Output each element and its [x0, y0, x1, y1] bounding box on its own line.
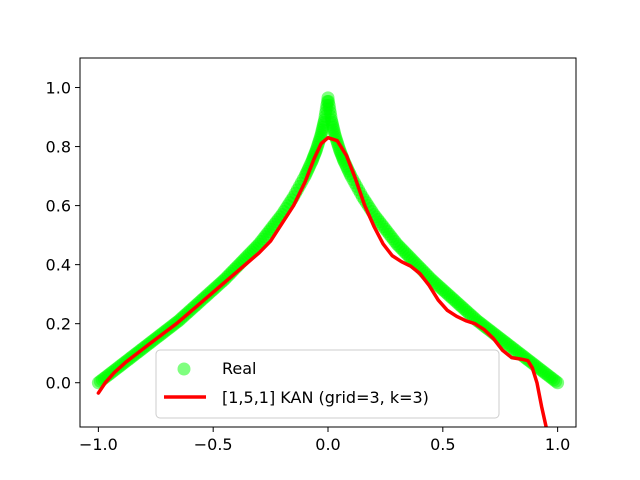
y-tick-label: 0.8 [46, 138, 71, 157]
y-tick-label: 0.2 [46, 315, 71, 334]
legend-real-marker [177, 362, 191, 376]
kan-line [96, 135, 548, 427]
legend-kan-label: [1,5,1] KAN (grid=3, k=3) [222, 388, 429, 407]
legend: Real [1,5,1] KAN (grid=3, k=3) [155, 349, 500, 419]
legend-real-label: Real [222, 359, 257, 378]
x-tick-label: 0.5 [430, 435, 455, 454]
y-axis: 0.0 0.2 0.4 0.6 0.8 1.0 [46, 79, 80, 393]
y-tick-label: 0.6 [46, 197, 71, 216]
kan-line-series [96, 135, 548, 427]
x-tick-label: −1.0 [79, 435, 118, 454]
x-tick-label: 1.0 [545, 435, 570, 454]
x-axis: −1.0 −0.5 0.0 0.5 1.0 [79, 427, 570, 454]
x-tick-label: 0.0 [315, 435, 340, 454]
real-point [551, 376, 565, 390]
y-tick-label: 0.4 [46, 256, 71, 275]
y-tick-label: 1.0 [46, 79, 71, 98]
legend-box [155, 349, 500, 419]
y-tick-label: 0.0 [46, 374, 71, 393]
x-tick-label: −0.5 [194, 435, 233, 454]
